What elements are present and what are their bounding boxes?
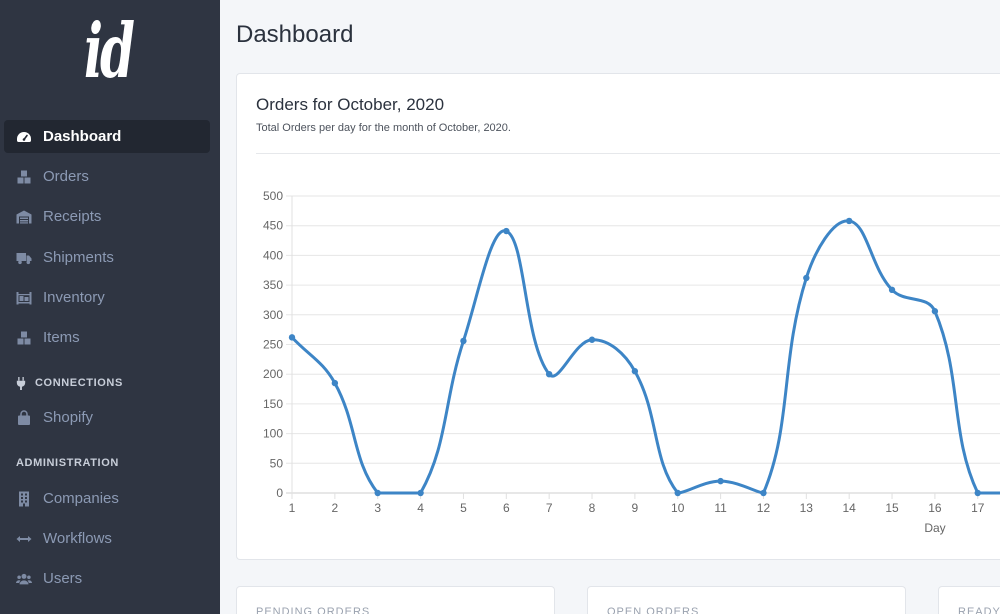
- x-tick-label: 4: [417, 501, 424, 515]
- data-point: [674, 489, 681, 497]
- building-icon: [16, 491, 32, 507]
- x-tick-label: 1: [289, 501, 296, 515]
- sidebar-item-shipments[interactable]: Shipments: [4, 241, 210, 274]
- sidebar-item-companies[interactable]: Companies: [4, 482, 210, 515]
- x-tick-label: 16: [928, 501, 942, 515]
- sidebar-item-receipts[interactable]: Receipts: [4, 200, 210, 233]
- stat-card-label: PENDING ORDERS: [256, 606, 371, 614]
- boxes-icon: [16, 330, 32, 346]
- sidebar-item-label: Items: [43, 329, 80, 346]
- sidebar-item-inventory[interactable]: Inventory: [4, 281, 210, 314]
- sidebar-item-dashboard[interactable]: Dashboard: [4, 120, 210, 153]
- x-tick-label: 7: [546, 501, 553, 515]
- x-tick-label: 14: [843, 501, 857, 515]
- divider: [256, 153, 1000, 154]
- data-point: [845, 217, 853, 225]
- x-tick-label: 12: [757, 501, 771, 515]
- sidebar-item-label: Shipments: [43, 249, 114, 266]
- data-point: [931, 308, 939, 315]
- section-heading-label: CONNECTIONS: [35, 377, 123, 389]
- x-tick-label: 3: [374, 501, 381, 515]
- stat-card-ready[interactable]: READY: [938, 586, 1000, 614]
- data-point: [545, 371, 553, 378]
- x-tick-label: 8: [589, 501, 596, 515]
- truck-icon: [16, 250, 32, 266]
- orders-chart-card: 0 50 100 150 200 250 300 350 400 450 500 1 2 3 4 5 6 7 8 9 1…: [236, 73, 1000, 560]
- data-point: [503, 227, 510, 235]
- stat-card-label: READY: [958, 606, 1000, 614]
- sidebar-item-shopify[interactable]: Shopify: [4, 401, 210, 434]
- data-point: [803, 274, 810, 282]
- warehouse-icon: [16, 209, 32, 225]
- x-tick-label: 6: [503, 501, 510, 515]
- x-axis-title: Day: [924, 521, 945, 535]
- section-heading-connections: CONNECTIONS: [16, 373, 123, 393]
- x-tick-label: 15: [885, 501, 899, 515]
- section-heading-label: ADMINISTRATION: [16, 457, 119, 469]
- sidebar-item-items[interactable]: Items: [4, 321, 210, 354]
- logo[interactable]: id: [84, 6, 135, 95]
- sidebar-item-label: Inventory: [43, 289, 105, 306]
- x-tick-label: 13: [800, 501, 814, 515]
- stat-card-pending-orders[interactable]: PENDING ORDERS: [236, 586, 555, 614]
- data-point: [374, 489, 381, 497]
- sidebar-item-label: Workflows: [43, 530, 112, 547]
- data-point: [460, 337, 467, 345]
- series-line: [290, 219, 1000, 495]
- data-point: [760, 489, 767, 497]
- data-point: [288, 334, 296, 341]
- sidebar-item-label: Receipts: [43, 208, 102, 225]
- pallet-icon: [16, 290, 32, 306]
- chart-title: Orders for October, 2020: [256, 95, 445, 114]
- sidebar-item-label: Dashboard: [43, 128, 122, 145]
- data-point: [417, 489, 424, 497]
- data-point: [588, 336, 596, 343]
- sidebar-item-orders[interactable]: Orders: [4, 160, 210, 193]
- page-title: Dashboard: [236, 21, 354, 48]
- y-tick-label: 50: [270, 456, 284, 470]
- sidebar-item-label: Shopify: [43, 409, 94, 426]
- x-tick-label: 10: [671, 501, 685, 515]
- sidebar-item-label: Orders: [43, 168, 89, 185]
- stat-card-label: OPEN ORDERS: [607, 606, 700, 614]
- y-tick-label: 350: [263, 278, 283, 292]
- sidebar-item-users[interactable]: Users: [4, 562, 210, 595]
- data-point: [331, 379, 339, 387]
- x-tick-label: 2: [332, 501, 339, 515]
- y-tick-label: 500: [263, 189, 283, 203]
- y-tick-label: 450: [263, 219, 283, 233]
- sidebar-item-label: Companies: [43, 490, 119, 507]
- y-tick-label: 150: [263, 397, 283, 411]
- data-point: [974, 489, 981, 497]
- sidebar: id Dashboard Orders Receipts Shipments I…: [0, 0, 220, 614]
- stat-card-open-orders[interactable]: OPEN ORDERS: [587, 586, 906, 614]
- y-tick-label: 250: [263, 338, 283, 352]
- shopping-bag-icon: [16, 409, 32, 426]
- x-tick-label: 11: [714, 501, 727, 515]
- chart-subtitle: Total Orders per day for the month of Oc…: [256, 122, 511, 134]
- sidebar-item-label: Users: [43, 570, 83, 587]
- data-point: [888, 286, 896, 294]
- sidebar-item-workflows[interactable]: Workflows: [4, 522, 210, 555]
- data-point: [631, 368, 639, 375]
- y-tick-label: 200: [263, 367, 283, 381]
- data-point: [717, 477, 724, 485]
- x-tick-label: 5: [460, 501, 467, 515]
- y-tick-label: 400: [263, 248, 283, 262]
- y-tick-label: 100: [263, 427, 283, 441]
- x-tick-label: 9: [632, 501, 639, 515]
- y-tick-label: 0: [276, 486, 283, 500]
- arrows-horizontal-icon: [16, 531, 32, 547]
- x-tick-label: 17: [971, 501, 985, 515]
- boxes-icon: [16, 169, 32, 185]
- section-heading-administration: ADMINISTRATION: [16, 453, 119, 473]
- y-tick-label: 300: [263, 308, 283, 322]
- users-icon: [16, 571, 32, 587]
- tachometer-icon: [16, 129, 32, 145]
- plug-icon: [16, 376, 26, 390]
